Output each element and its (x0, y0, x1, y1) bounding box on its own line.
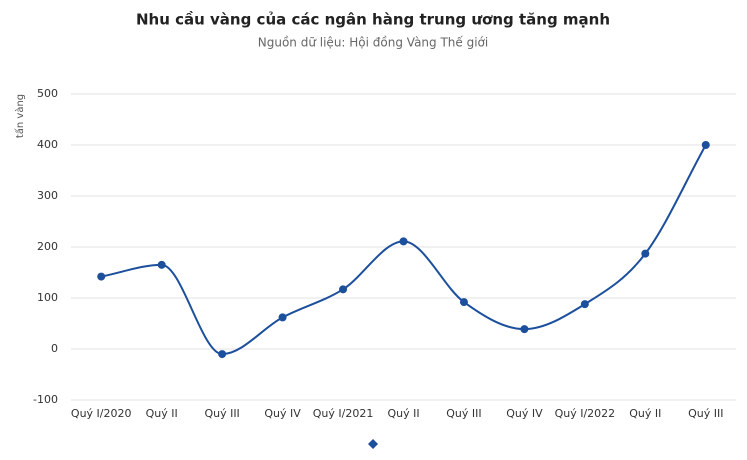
y-tick-label: 200 (37, 240, 58, 253)
x-tick-label: Quý I/2020 (71, 407, 132, 420)
x-tick-label: Quý III (688, 407, 723, 420)
point (641, 249, 650, 258)
legend-marker (368, 439, 378, 449)
y-tick-label: 500 (37, 87, 58, 100)
point (218, 350, 227, 359)
point (339, 285, 348, 294)
x-tick-label: Quý I/2022 (555, 407, 616, 420)
chart-title: Nhu cầu vàng của các ngân hàng trung ươn… (136, 11, 610, 29)
x-tick-label: Quý II (146, 407, 178, 420)
y-tick-label: 100 (37, 291, 58, 304)
x-tick-label: Quý III (204, 407, 239, 420)
y-tick-label: -100 (33, 393, 58, 406)
point (399, 237, 408, 246)
chart-subtitle: Nguồn dữ liệu: Hội đồng Vàng Thế giới (258, 36, 488, 50)
point (520, 325, 529, 334)
point (97, 272, 106, 281)
point (701, 141, 710, 149)
y-tick-label: 300 (37, 189, 58, 202)
x-tick-label: Quý III (446, 407, 481, 420)
point (580, 300, 589, 309)
x-tick-label: Quý IV (264, 407, 301, 420)
line (101, 144, 707, 356)
point (459, 298, 468, 307)
x-tick-label: Quý II (629, 407, 661, 420)
y-tick-label: 400 (37, 138, 58, 151)
x-tick-label: Quý I/2021 (313, 407, 374, 420)
x-tick-label: Quý II (387, 407, 419, 420)
y-axis-label: tấn vàng (14, 94, 26, 138)
point (278, 313, 287, 322)
y-tick-label: 0 (51, 342, 58, 355)
x-tick-label: Quý IV (506, 407, 543, 420)
point (157, 260, 166, 269)
